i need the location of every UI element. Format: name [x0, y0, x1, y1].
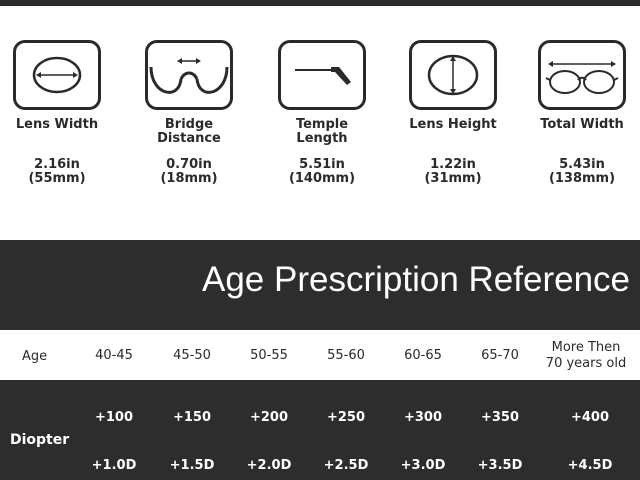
measure-label-line: Distance — [157, 131, 221, 146]
age-cell: 40-45 — [95, 348, 133, 363]
age-cell: 55-60 — [327, 348, 365, 363]
age-row: Age 40-45 45-50 50-55 55-60 60-65 65-70 … — [0, 330, 640, 380]
measure-label-line: Bridge — [164, 117, 214, 132]
measure-lens-height: Lens Height 1.22in (31mm) — [398, 40, 508, 186]
measure-mm: (140mm) — [288, 171, 356, 186]
diopter-value: +150 — [172, 410, 212, 425]
diopter-value: +400 — [570, 410, 610, 425]
age-cell: 60-65 — [404, 348, 442, 363]
measure-label: Total Width — [540, 117, 624, 132]
diopter-d: +4.5D — [567, 458, 613, 473]
measure-mm: (138mm) — [548, 171, 616, 186]
diopter-d: +3.0D — [400, 458, 446, 473]
reference-banner: Age Prescription Reference — [0, 240, 640, 330]
measure-mm: (55mm) — [28, 171, 86, 186]
temple-length-icon — [278, 40, 366, 110]
diopter-row-label: Diopter — [10, 432, 70, 448]
diopter-value: +200 — [249, 410, 289, 425]
measure-label: Lens Height — [409, 117, 497, 132]
lens-width-icon — [13, 40, 101, 110]
measure-label-line: Length — [296, 131, 348, 146]
diopter-value: +300 — [403, 410, 443, 425]
age-cell-more: More Then 70 years old — [546, 340, 626, 372]
bridge-distance-icon — [145, 40, 233, 110]
measure-temple-length: Temple Length 5.51in (140mm) — [267, 40, 377, 186]
measure-lens-width: Lens Width 2.16in (55mm) — [2, 40, 112, 186]
measure-label: Lens Width — [15, 117, 99, 132]
age-cell: 65-70 — [481, 348, 519, 363]
lens-height-icon — [409, 40, 497, 110]
diopter-d: +1.5D — [169, 458, 215, 473]
measure-inches: 5.51in — [299, 157, 345, 172]
age-more-line1: More Then — [551, 340, 621, 355]
total-width-icon — [538, 40, 626, 110]
diopter-value: +100 — [94, 410, 134, 425]
measure-inches: 0.70in — [166, 157, 212, 172]
age-row-label: Age — [22, 349, 48, 364]
age-cell: 50-55 — [250, 348, 288, 363]
diopter-d: +3.5D — [477, 458, 523, 473]
measure-bridge-distance: Bridge Distance 0.70in (18mm) — [134, 40, 244, 186]
banner-title: Age Prescription Reference — [202, 260, 630, 299]
measure-inches: 1.22in — [430, 157, 476, 172]
diopter-value: +350 — [480, 410, 520, 425]
diopter-value: +250 — [326, 410, 366, 425]
age-more-line2: 70 years old — [545, 356, 627, 371]
diopter-d: +2.5D — [323, 458, 369, 473]
diopter-row: Diopter +100 +150 +200 +250 +300 +350 +4… — [0, 380, 640, 480]
measure-total-width: Total Width 5.43in (138mm) — [527, 40, 637, 186]
measure-mm: (18mm) — [160, 171, 218, 186]
measure-label: Bridge Distance — [134, 118, 244, 148]
measure-inches: 2.16in — [34, 157, 80, 172]
top-rule — [0, 0, 640, 6]
measure-mm: (31mm) — [424, 171, 482, 186]
measure-label-line: Temple — [295, 117, 349, 132]
measure-label: Temple Length — [267, 118, 377, 148]
age-cell: 45-50 — [173, 348, 211, 363]
diopter-d: +1.0D — [91, 458, 137, 473]
diopter-d: +2.0D — [246, 458, 292, 473]
measure-inches: 5.43in — [559, 157, 605, 172]
